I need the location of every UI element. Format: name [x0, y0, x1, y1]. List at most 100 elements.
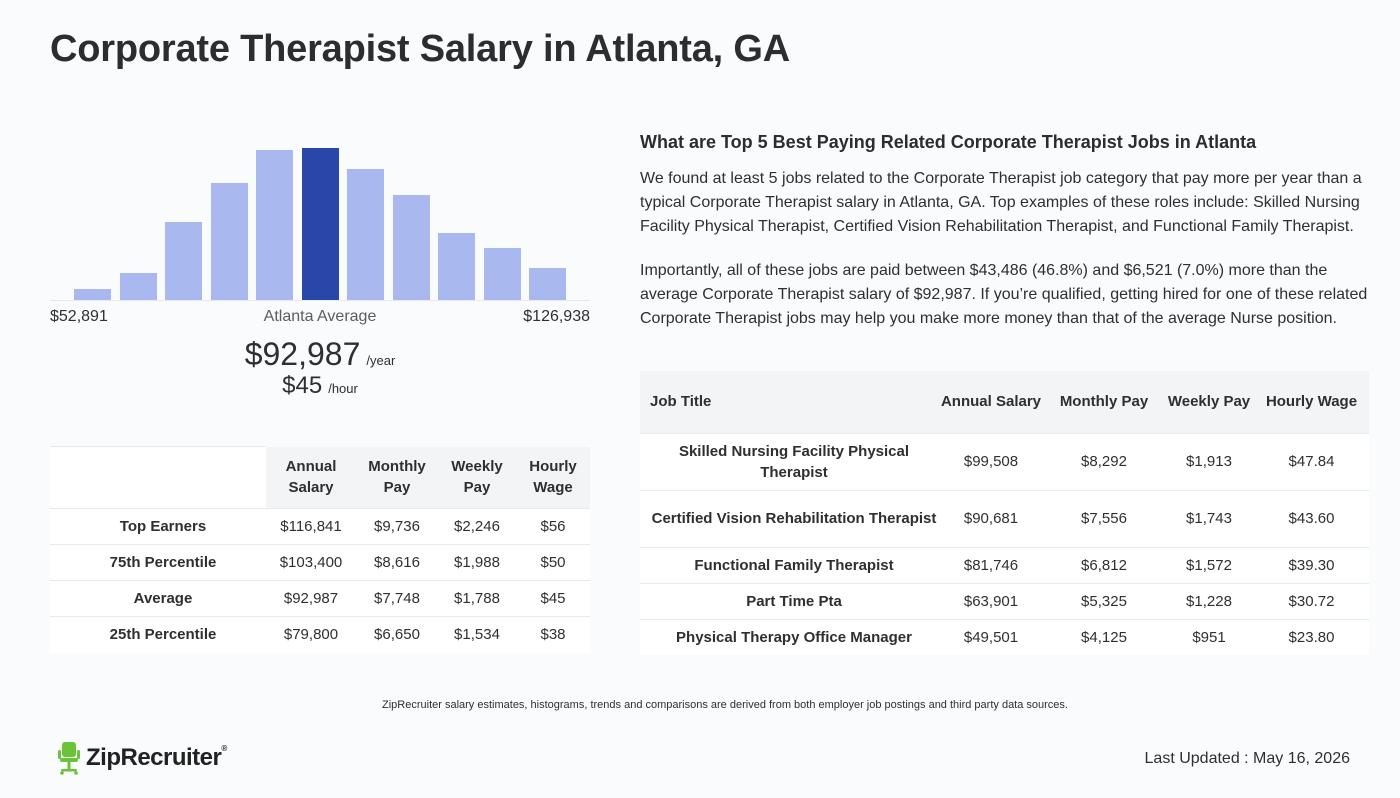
- related-jobs-table: Job Title Annual Salary Monthly Pay Week…: [640, 371, 1369, 655]
- histogram-bar: [119, 273, 157, 300]
- monthly-pay: $6,650: [356, 616, 438, 653]
- annual-salary: $116,841: [266, 508, 356, 545]
- jobs-header-title: Job Title: [640, 371, 938, 433]
- weekly-pay: $1,913: [1164, 432, 1254, 490]
- related-jobs-paragraph-1: We found at least 5 jobs related to the …: [640, 170, 1362, 235]
- percentile-label: 25th Percentile: [50, 616, 266, 653]
- annual-salary: $92,987: [266, 580, 356, 617]
- job-title: Functional Family Therapist: [640, 546, 938, 583]
- annual-salary: $63,901: [938, 582, 1044, 619]
- weekly-pay: $1,988: [438, 544, 516, 581]
- last-updated: Last Updated : May 16, 2026: [1144, 750, 1350, 767]
- average-yearly: $92,987/year: [0, 336, 640, 373]
- histogram-bar: [392, 195, 430, 300]
- percentile-row: 25th Percentile $79,800 $6,650 $1,534 $38: [50, 616, 590, 653]
- weekly-pay: $1,228: [1164, 582, 1254, 619]
- jobs-header-hourly: Hourly Wage: [1254, 371, 1369, 433]
- histogram-bar: [529, 268, 566, 300]
- percentile-header-hourly: Hourly Wage: [516, 446, 590, 509]
- histogram-baseline: [50, 300, 590, 301]
- job-title: Physical Therapy Office Manager: [640, 618, 938, 655]
- job-row: Skilled Nursing Facility Physical Therap…: [640, 432, 1369, 490]
- weekly-pay: $1,788: [438, 580, 516, 617]
- average-yearly-unit: /year: [366, 353, 396, 368]
- histogram-min-label: $52,891: [50, 308, 108, 325]
- ziprecruiter-logo[interactable]: ZipRecruiter®: [58, 740, 227, 776]
- hourly-wage: $50: [516, 544, 590, 581]
- related-jobs-paragraph-2: Importantly, all of these jobs are paid …: [640, 262, 1368, 327]
- hourly-wage: $56: [516, 508, 590, 545]
- jobs-header-annual: Annual Salary: [938, 371, 1044, 433]
- jobs-header-weekly: Weekly Pay: [1164, 371, 1254, 433]
- percentile-header-monthly: Monthly Pay: [356, 446, 438, 509]
- weekly-pay: $1,743: [1164, 489, 1254, 547]
- monthly-pay: $8,292: [1044, 432, 1164, 490]
- histogram-bar: [256, 150, 293, 300]
- percentile-label: Average: [50, 580, 266, 617]
- logo-registered-mark: ®: [221, 744, 227, 753]
- hourly-wage: $43.60: [1254, 489, 1369, 547]
- histogram-bar: [483, 248, 521, 300]
- weekly-pay: $1,534: [438, 616, 516, 653]
- average-hourly-unit: /hour: [328, 381, 358, 396]
- page-title: Corporate Therapist Salary in Atlanta, G…: [50, 28, 790, 70]
- average-hourly-value: $45: [282, 372, 323, 399]
- histogram-bar: [74, 289, 111, 300]
- percentile-table: Annual Salary Monthly Pay Weekly Pay Hou…: [50, 446, 590, 653]
- percentile-header-weekly: Weekly Pay: [438, 446, 516, 509]
- percentile-label: Top Earners: [50, 508, 266, 545]
- weekly-pay: $951: [1164, 618, 1254, 655]
- weekly-pay: $2,246: [438, 508, 516, 545]
- related-jobs-heading: What are Top 5 Best Paying Related Corpo…: [640, 132, 1257, 152]
- monthly-pay: $8,616: [356, 544, 438, 581]
- histogram-bar: [438, 233, 475, 300]
- percentile-row: Average $92,987 $7,748 $1,788 $45: [50, 580, 590, 617]
- histogram-bar-average: [301, 148, 339, 300]
- histogram-bar: [165, 222, 202, 300]
- average-hourly: $45/hour: [0, 372, 640, 400]
- jobs-header-monthly: Monthly Pay: [1044, 371, 1164, 433]
- percentile-row: 75th Percentile $103,400 $8,616 $1,988 $50: [50, 544, 590, 581]
- average-yearly-value: $92,987: [244, 336, 361, 372]
- hourly-wage: $23.80: [1254, 618, 1369, 655]
- jobs-table-header: Job Title Annual Salary Monthly Pay Week…: [640, 371, 1369, 433]
- hourly-wage: $30.72: [1254, 582, 1369, 619]
- logo-wordmark: ZipRecruiter®: [86, 744, 227, 772]
- monthly-pay: $5,325: [1044, 582, 1164, 619]
- annual-salary: $81,746: [938, 546, 1044, 583]
- monthly-pay: $4,125: [1044, 618, 1164, 655]
- job-title: Certified Vision Rehabilitation Therapis…: [640, 489, 938, 547]
- hourly-wage: $38: [516, 616, 590, 653]
- hourly-wage: $47.84: [1254, 432, 1369, 490]
- logo-brand-text: ZipRecruiter: [86, 744, 222, 771]
- job-row: Certified Vision Rehabilitation Therapis…: [640, 489, 1369, 547]
- annual-salary: $99,508: [938, 432, 1044, 490]
- annual-salary: $90,681: [938, 489, 1044, 547]
- histogram-bar: [210, 183, 248, 300]
- percentile-label: 75th Percentile: [50, 544, 266, 581]
- job-title: Part Time Pta: [640, 582, 938, 619]
- job-row: Physical Therapy Office Manager $49,501 $4…: [640, 618, 1369, 655]
- monthly-pay: $7,556: [1044, 489, 1164, 547]
- weekly-pay: $1,572: [1164, 546, 1254, 583]
- histogram-max-label: $126,938: [523, 308, 590, 325]
- job-row: Functional Family Therapist $81,746 $6,812…: [640, 546, 1369, 583]
- salary-histogram: [50, 120, 590, 300]
- monthly-pay: $7,748: [356, 580, 438, 617]
- percentile-table-header: Annual Salary Monthly Pay Weekly Pay Hou…: [50, 446, 590, 509]
- percentile-row: Top Earners $116,841 $9,736 $2,246 $56: [50, 508, 590, 545]
- percentile-header-annual: Annual Salary: [266, 446, 356, 509]
- chair-icon: [58, 742, 80, 775]
- annual-salary: $49,501: [938, 618, 1044, 655]
- histogram-average-label: Atlanta Average: [263, 308, 377, 325]
- monthly-pay: $6,812: [1044, 546, 1164, 583]
- hourly-wage: $45: [516, 580, 590, 617]
- data-source-note: ZipRecruiter salary estimates, histogram…: [382, 699, 1068, 711]
- annual-salary: $79,800: [266, 616, 356, 653]
- annual-salary: $103,400: [266, 544, 356, 581]
- job-row: Part Time Pta $63,901 $5,325 $1,228 $30.72: [640, 582, 1369, 619]
- percentile-header-blank: [50, 446, 266, 509]
- job-title: Skilled Nursing Facility Physical Therap…: [640, 432, 938, 490]
- hourly-wage: $39.30: [1254, 546, 1369, 583]
- monthly-pay: $9,736: [356, 508, 438, 545]
